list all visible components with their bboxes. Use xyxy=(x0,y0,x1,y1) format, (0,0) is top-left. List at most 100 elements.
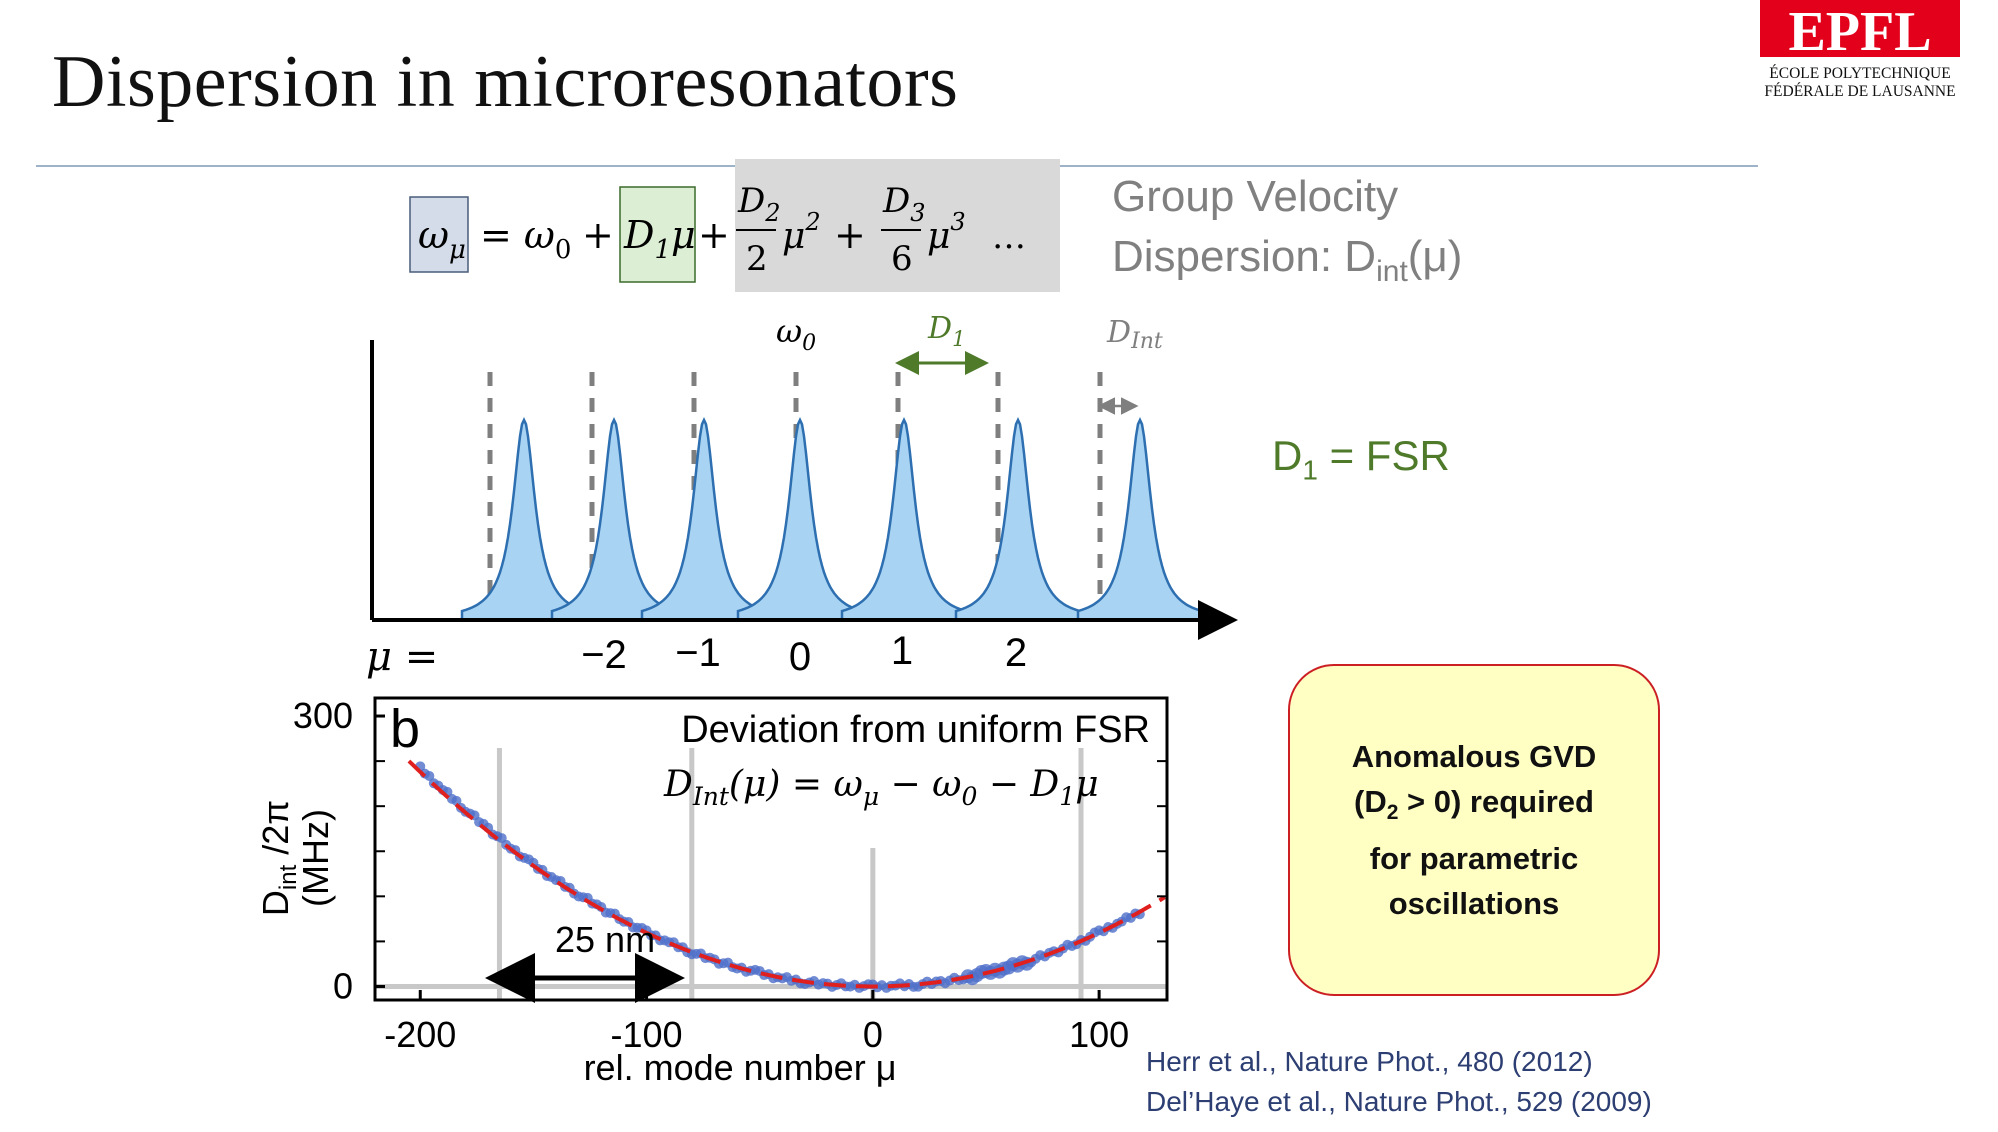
x-tick-label: 0 xyxy=(863,1014,883,1055)
formula-sub1: 1 xyxy=(1059,782,1075,811)
resonance-peak xyxy=(1076,417,1204,622)
eq-omega0-sub: 0 xyxy=(555,235,572,265)
svg-text:D1: D1 xyxy=(927,311,965,351)
resonance-peak xyxy=(954,417,1082,622)
svg-text:D1μ: D1μ xyxy=(623,213,696,265)
resonance-peak xyxy=(460,417,588,622)
eq-mu-sq: μ xyxy=(782,216,805,257)
svg-text:Dint /2π: Dint /2π xyxy=(255,800,302,916)
eq-cube: 3 xyxy=(950,208,965,236)
eq-d3: D xyxy=(882,181,910,221)
eq-mu-cube: μ xyxy=(927,216,950,257)
mode-labels: −2 −1 0 1 2 xyxy=(581,629,1027,679)
epfl-logo: EPFL ÉCOLE POLYTECHNIQUE FÉDÉRALE DE LAU… xyxy=(1760,0,1960,100)
callout-line2-prefix: (D xyxy=(1354,784,1387,820)
mode-label: −1 xyxy=(675,631,721,675)
d1-label: D xyxy=(927,311,952,346)
reference-2: Del’Haye et al., Nature Phot., 529 (2009… xyxy=(1146,1086,1652,1117)
chart-fit xyxy=(407,759,1166,989)
mode-label: −2 xyxy=(581,633,627,677)
dint-chart: -200 -100 0 100 300 0 25 nm b Deviation from … xyxy=(255,695,1169,1088)
mode-label: 0 xyxy=(789,635,811,679)
reference-1: Herr et al., Nature Phot., 480 (2012) xyxy=(1146,1046,1593,1077)
logo-line2: FÉDÉRALE DE LAUSANNE xyxy=(1764,83,1955,100)
y-tick-label: 0 xyxy=(333,965,353,1006)
svg-text:DInt(μ) = ωμ − ω0 − D1μ: DInt(μ) = ωμ − ω0 − D1μ xyxy=(663,764,1099,811)
formula-lhs-sub: Int xyxy=(692,782,730,811)
d1-mu-box xyxy=(619,186,696,283)
ylabel-unit: (MHz) xyxy=(295,809,336,907)
eq-d2: D xyxy=(737,181,765,221)
ylabel-sub: int xyxy=(275,864,302,890)
callout-line2-suffix: > 0) required xyxy=(1398,784,1594,820)
mu-equals-label: μ = xyxy=(366,634,438,680)
x-tick-label: -200 xyxy=(384,1014,456,1055)
svg-text:= ω0: = ω0 xyxy=(480,213,571,265)
eq-plus-2: + xyxy=(698,213,730,257)
callout-line2: (D2 > 0) required xyxy=(1354,779,1594,835)
eq-lhs: ω xyxy=(418,213,449,257)
x-tick-label: 100 xyxy=(1069,1014,1129,1055)
svg-text:μ2: μ2 xyxy=(782,208,821,257)
svg-text:D3: D3 xyxy=(882,181,926,227)
logo-line1: ÉCOLE POLYTECHNIQUE xyxy=(1769,65,1950,82)
svg-text:μ3: μ3 xyxy=(927,208,966,257)
dispersion-equation: ωμ = ω0 + D1μ + D2 2 μ2 + D3 6 μ3 … xyxy=(409,159,1060,292)
eq-plus-3: + xyxy=(834,213,866,257)
svg-text:D2: D2 xyxy=(737,181,781,227)
gvd-suffix: (μ) xyxy=(1407,232,1463,281)
dint-label-sub: Int xyxy=(1130,329,1163,354)
svg-text:ωμ: ωμ xyxy=(418,213,466,265)
formula-sub0: 0 xyxy=(961,782,977,811)
eq-den-6: 6 xyxy=(891,239,913,279)
eq-mu: μ xyxy=(671,213,696,257)
anomalous-gvd-callout: Anomalous GVD (D2 > 0) required for para… xyxy=(1288,664,1660,996)
eq-sq: 2 xyxy=(804,208,820,236)
d1-fsr-suffix: = FSR xyxy=(1317,432,1450,479)
svg-text:DInt: DInt xyxy=(1106,315,1163,354)
formula-mu-end: μ xyxy=(1075,764,1098,805)
formula-minus-d: − D xyxy=(977,764,1059,805)
fit-curve xyxy=(407,759,1166,989)
logo-mark: EPFL xyxy=(1788,1,1931,63)
resonance-peak xyxy=(840,417,968,622)
span-annotation: 25 nm xyxy=(555,919,655,960)
callout-line4: oscillations xyxy=(1388,885,1560,921)
gvd-sub: int xyxy=(1376,254,1408,288)
formula-minus-omega: − ω xyxy=(879,764,961,805)
eq-d3-sub: 3 xyxy=(910,199,925,227)
resonance-peak xyxy=(640,417,768,622)
d1-fsr-label: D1 = FSR xyxy=(1272,432,1450,486)
eq-ellipsis: … xyxy=(992,217,1026,257)
mode-label: 1 xyxy=(891,629,913,673)
eq-plus-1: + xyxy=(582,213,614,257)
data-point xyxy=(424,770,435,781)
gvd-label-line1: Group Velocity xyxy=(1112,172,1399,221)
y-tick-label: 300 xyxy=(293,695,353,736)
panel-letter: b xyxy=(390,699,420,759)
mode-label: 2 xyxy=(1005,631,1027,675)
chart-xlabel: rel. mode number μ xyxy=(584,1047,897,1088)
resonance-peak xyxy=(550,417,678,622)
d1-fsr-prefix: D xyxy=(1272,432,1303,479)
eq-equals-omega: = ω xyxy=(480,213,555,257)
eq-lhs-sub: μ xyxy=(449,235,466,265)
chart-ylabel: Dint /2π (MHz) xyxy=(255,800,336,916)
eq-d1-sub: 1 xyxy=(654,235,671,265)
resonance-peak xyxy=(736,417,864,622)
svg-text:ω0: ω0 xyxy=(776,312,816,356)
callout-line1: Anomalous GVD xyxy=(1351,739,1597,775)
eq-den-2: 2 xyxy=(746,239,768,279)
eq-d1: D xyxy=(623,213,654,257)
logo-block xyxy=(1760,0,1960,57)
callout-line3: for parametric xyxy=(1369,840,1579,876)
d1-fsr-sub: 1 xyxy=(1302,454,1318,486)
chart-frame xyxy=(373,696,1169,1002)
higher-order-box xyxy=(735,159,1060,292)
eq-d2-sub: 2 xyxy=(764,199,780,227)
chart-title: Deviation from uniform FSR xyxy=(681,709,1150,751)
formula-sub-mu: μ xyxy=(863,782,879,811)
omega0-sub: 0 xyxy=(802,331,816,356)
x-tick-label: -100 xyxy=(611,1014,683,1055)
callout-line2-sub: 2 xyxy=(1386,801,1399,825)
